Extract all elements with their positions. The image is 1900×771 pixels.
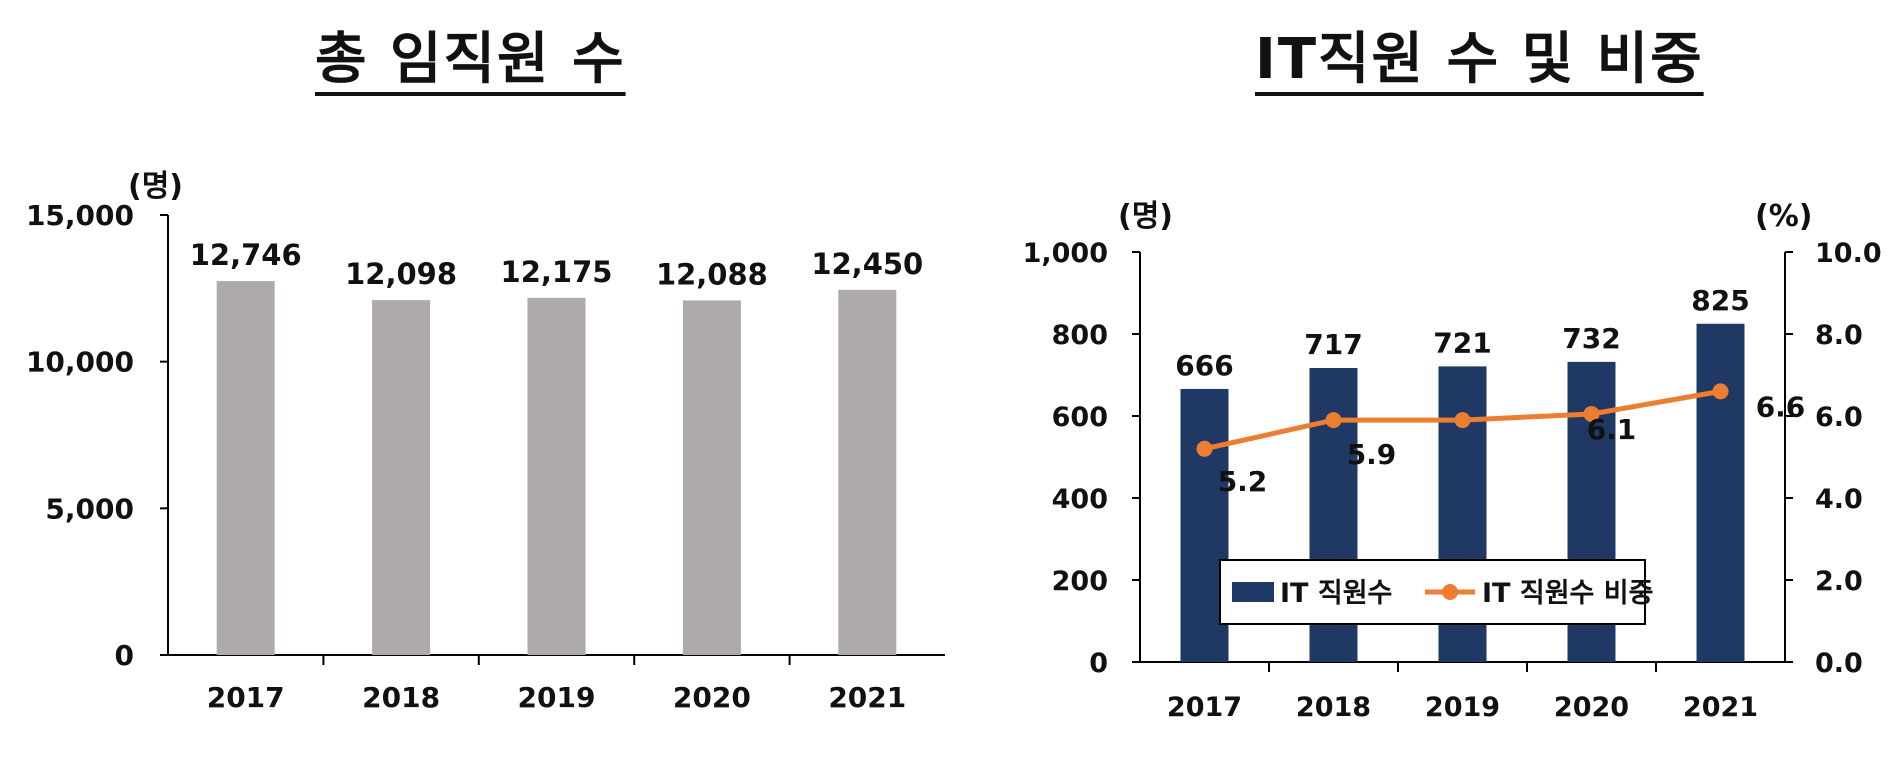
x-tick-label-2017: 2017	[1167, 692, 1242, 723]
x-tick-label-2019: 2019	[1425, 692, 1500, 723]
right-y-tick-label: 10.0	[1815, 238, 1882, 269]
bar-2018	[372, 300, 431, 655]
legend-label-it-share: IT 직원수 비중	[1482, 578, 1653, 609]
chart-title-total-staff: 총 임직원 수	[315, 27, 626, 92]
left-y-axis-unit-label: (명)	[1118, 199, 1173, 234]
y-tick-label: 10,000	[26, 346, 134, 379]
data-label-2020: 12,088	[656, 257, 768, 291]
y-tick-label: 15,000	[26, 199, 134, 232]
it-staff-data-label-2020: 732	[1562, 322, 1620, 355]
it-share-point-2018	[1325, 412, 1342, 429]
it-share-point-2017	[1196, 440, 1213, 457]
x-tick-label-2021: 2021	[828, 681, 906, 714]
left-y-tick-label: 0	[1089, 648, 1108, 679]
left-y-tick-label: 800	[1052, 320, 1108, 351]
y-axis-unit-label: (명)	[128, 169, 183, 204]
x-tick-label-2020: 2020	[1554, 692, 1629, 723]
bar-2017	[216, 281, 275, 655]
left-y-tick-label: 200	[1052, 566, 1108, 597]
total-staff-chart-panel: 총 임직원 수 0 5,000 10,000 15,000 (명) 12,746 2017 1…	[26, 27, 945, 714]
total-staff-chart: 0 5,000 10,000 15,000(명)12,746 2017 12,098 201…	[26, 169, 945, 714]
it-staff-data-label-2019: 721	[1433, 326, 1491, 359]
right-y-tick-label: 0.0	[1815, 648, 1863, 679]
right-y-tick-label: 2.0	[1815, 566, 1863, 597]
x-tick-label-2021: 2021	[1683, 692, 1758, 723]
right-y-axis-unit-label: (%)	[1755, 199, 1812, 234]
it-share-point-2021	[1712, 383, 1729, 400]
it-share-point-2019	[1454, 412, 1471, 429]
x-tick-label-2017: 2017	[207, 681, 285, 714]
x-tick-label-2018: 2018	[362, 681, 440, 714]
bar-2020	[682, 300, 741, 655]
x-tick-label-2019: 2019	[518, 681, 596, 714]
it-staff-chart: 0 200 400 600 800 1,000 0.0 2.0 4.0 6.0 8.0 10.0 (명)…	[1023, 199, 1882, 723]
legend-swatch-marker-it-share	[1442, 584, 1458, 600]
it-staff-data-label-2021: 825	[1691, 284, 1749, 317]
bar-2019	[527, 297, 586, 655]
right-y-tick-label: 4.0	[1815, 484, 1863, 515]
data-label-2021: 12,450	[811, 247, 923, 281]
legend-label-it-staff: IT 직원수	[1280, 578, 1392, 609]
left-y-tick-label: 600	[1052, 402, 1108, 433]
it-share-data-label-2018: 5.9	[1347, 438, 1397, 471]
chart-title-it-staff: IT직원 수 및 비중	[1255, 27, 1704, 92]
data-label-2019: 12,175	[501, 255, 613, 289]
x-tick-label-2020: 2020	[673, 681, 751, 714]
data-label-2018: 12,098	[345, 257, 457, 291]
it-staff-data-label-2018: 717	[1304, 328, 1362, 361]
bar-2021	[838, 289, 897, 655]
y-tick-label: 5,000	[45, 492, 134, 525]
y-tick-label: 0	[115, 639, 134, 672]
left-y-tick-label: 400	[1052, 484, 1108, 515]
it-share-data-label-2017: 5.2	[1218, 465, 1268, 498]
legend-swatch-it-staff	[1232, 582, 1274, 602]
it-staff-chart-panel: IT직원 수 및 비중 0 200 400 600 800 1,000 0.0 2.0 4.0 6…	[950, 0, 1900, 771]
it-staff-data-label-2017: 666	[1175, 349, 1233, 382]
right-y-tick-label: 6.0	[1815, 402, 1863, 433]
right-y-tick-label: 8.0	[1815, 320, 1863, 351]
x-tick-label-2018: 2018	[1296, 692, 1371, 723]
it-share-data-label-2021: 6.6	[1756, 390, 1806, 423]
it-share-point-2020	[1583, 405, 1600, 422]
left-y-tick-label: 1,000	[1023, 238, 1108, 269]
it-staff-bar-2021	[1696, 323, 1745, 662]
it-share-data-label-2020: 6.1	[1587, 413, 1637, 446]
data-label-2017: 12,746	[190, 238, 302, 272]
